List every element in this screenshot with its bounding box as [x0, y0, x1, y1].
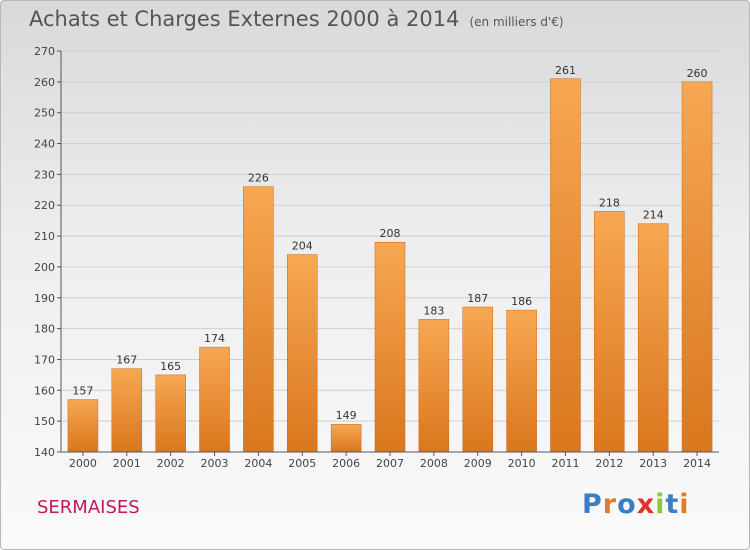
bar	[67, 399, 99, 453]
bar	[330, 423, 362, 453]
y-tick-label: 260	[34, 76, 55, 89]
x-tick-label: 2004	[244, 457, 272, 470]
value-label: 183	[423, 304, 444, 317]
y-tick-label: 220	[34, 199, 55, 212]
axes: 140 150 160 170 180 190 200 210 220 230 240 250 260 2…	[34, 45, 719, 470]
x-tick-label: 2001	[113, 457, 141, 470]
logo-letter: x	[636, 489, 656, 520]
x-tick-label: 2008	[420, 457, 448, 470]
y-tick-label: 200	[34, 261, 55, 274]
value-label: 260	[687, 67, 708, 80]
value-label: 226	[248, 172, 269, 185]
x-tick-label: 2010	[508, 457, 536, 470]
bar	[155, 374, 186, 453]
value-label: 157	[72, 385, 93, 398]
y-tick-label: 190	[34, 292, 55, 305]
city-name: SERMAISES	[37, 497, 140, 518]
bar	[199, 346, 230, 453]
x-tick-label: 2013	[639, 457, 667, 470]
bar	[681, 81, 713, 453]
y-tick-label: 210	[34, 230, 55, 243]
bar	[287, 254, 318, 453]
x-tick-label: 2000	[69, 457, 97, 470]
value-label: 165	[160, 360, 181, 373]
value-label: 208	[380, 227, 401, 240]
y-tick-label: 240	[34, 138, 55, 151]
bar	[550, 78, 581, 453]
chart-unit: (en milliers d'€)	[469, 15, 564, 29]
x-tick-label: 2014	[683, 457, 711, 470]
y-tick-label: 150	[34, 415, 55, 428]
y-tick-label: 140	[34, 446, 55, 459]
bar	[374, 241, 406, 453]
y-tick-label: 160	[34, 384, 55, 397]
y-tick-label: 180	[34, 323, 55, 336]
value-label: 174	[204, 332, 225, 345]
logo-letter: t	[665, 489, 680, 520]
value-label: 167	[116, 354, 137, 367]
logo-letter: i	[655, 489, 666, 520]
value-label: 149	[336, 409, 357, 422]
logo-letter: P	[582, 489, 603, 520]
bar	[418, 319, 450, 453]
bar	[506, 309, 537, 453]
x-tick-label: 2007	[376, 457, 404, 470]
logo-letter: i	[679, 489, 690, 520]
bars: 157 167 165 174 226 204 149 208 183 187 186 261 218 2…	[67, 64, 713, 453]
bar	[243, 186, 274, 453]
bar	[637, 223, 669, 453]
value-label: 187	[467, 292, 488, 305]
chart-title: Achats et Charges Externes 2000 à 2014 (e…	[29, 7, 564, 31]
y-tick-label: 250	[34, 107, 55, 120]
value-label: 218	[599, 196, 620, 209]
y-tick-label: 270	[34, 45, 55, 58]
value-label: 186	[511, 295, 532, 308]
x-tick-label: 2005	[288, 457, 316, 470]
value-label: 261	[555, 64, 576, 77]
bar	[594, 211, 625, 453]
x-tick-label: 2002	[157, 457, 185, 470]
chart-title-text: Achats et Charges Externes 2000 à 2014	[29, 7, 460, 31]
logo-letter: o	[617, 489, 637, 520]
proxiti-logo: Proxiti	[582, 489, 690, 520]
y-tick-label: 230	[34, 168, 55, 181]
x-tick-label: 2006	[332, 457, 360, 470]
x-tick-label: 2012	[595, 457, 623, 470]
x-tick-label: 2011	[551, 457, 579, 470]
value-label: 214	[643, 209, 664, 222]
bar	[462, 306, 493, 453]
x-tick-label: 2003	[201, 457, 229, 470]
value-label: 204	[292, 240, 313, 253]
logo-letter: r	[602, 489, 618, 520]
x-tick-label: 2009	[464, 457, 492, 470]
bar	[111, 368, 143, 453]
y-tick-label: 170	[34, 353, 55, 366]
